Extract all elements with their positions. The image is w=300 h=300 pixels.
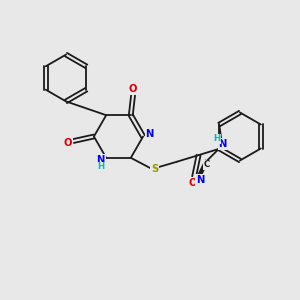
- Text: N: N: [218, 139, 227, 149]
- Text: N: N: [97, 155, 105, 165]
- Text: O: O: [129, 84, 137, 94]
- Text: O: O: [63, 137, 72, 148]
- Text: S: S: [151, 164, 158, 174]
- Text: H: H: [213, 134, 220, 143]
- Text: N: N: [146, 129, 154, 139]
- Text: H: H: [97, 162, 104, 171]
- Text: C: C: [203, 160, 210, 169]
- Text: N: N: [196, 175, 204, 185]
- Text: O: O: [188, 178, 197, 188]
